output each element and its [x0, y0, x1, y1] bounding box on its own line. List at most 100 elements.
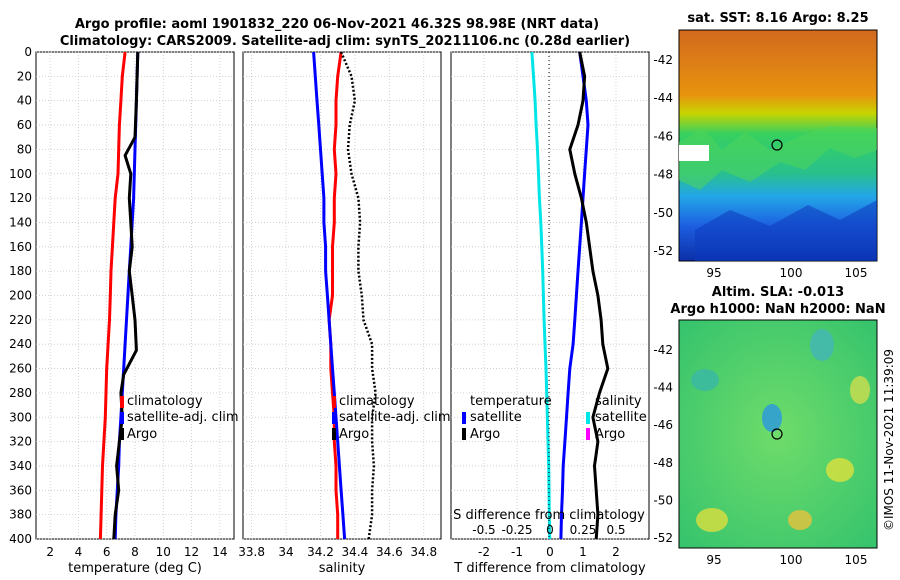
map-latitude-tick-label: -52: [653, 531, 673, 545]
depth-tick-label: 180: [9, 264, 32, 278]
map-longitude-tick-label: 100: [780, 266, 803, 280]
legend-label-s-satellite: satellite: [595, 410, 647, 425]
depth-tick-label: 260: [9, 362, 32, 376]
legend-label-s-argo: Argo: [595, 427, 625, 442]
sla-eddy: [810, 329, 834, 361]
legend-label-argo: Argo: [127, 427, 157, 442]
difference-series-salinity-satellite: [530, 51, 552, 540]
sst-argo-location-marker: [771, 139, 783, 151]
temperature-xtick-label: 4: [75, 545, 83, 559]
temperature-xlabel: temperature (deg C): [68, 561, 202, 576]
sla-eddy: [788, 510, 812, 530]
map-latitude-tick-label: -50: [653, 206, 673, 220]
depth-tick-label: 280: [9, 386, 32, 400]
depth-tick-label: 320: [9, 435, 32, 449]
temperature-xtick-label: 10: [156, 545, 171, 559]
legend-label-satellite: satellite-adj. clim: [339, 410, 451, 425]
difference-legend: temperature salinity satellite Argo sate…: [462, 394, 647, 442]
figure-title-line2: Climatology: CARS2009. Satellite-adj cli…: [60, 34, 630, 49]
grid-layer: [36, 51, 649, 540]
sla-eddy: [691, 369, 719, 391]
difference-salinity-tick-label: 0.25: [570, 523, 597, 537]
legend-swatch-t-argo: [462, 428, 466, 440]
temperature-xtick-label: 2: [46, 545, 54, 559]
sla-eddy: [826, 458, 854, 482]
sla-map-title-line2: Argo h1000: NaN h2000: NaN: [670, 302, 885, 317]
salinity-legend: climatology satellite-adj. clim Argo: [332, 394, 451, 442]
map-latitude-tick-label: -42: [653, 343, 673, 357]
map-latitude-tick-label: -46: [653, 418, 673, 432]
map-longitude-tick-label: 95: [706, 553, 721, 567]
legend-swatch-s-satellite: [586, 412, 590, 424]
temperature-series-argo: [112, 51, 140, 540]
sla-argo-location-marker: [771, 428, 783, 440]
depth-tick-label: 100: [9, 167, 32, 181]
imos-credit: ©IMOS 11-Nov-2021 11:39:09: [882, 349, 896, 531]
legend-swatch-argo: [120, 428, 124, 440]
map-latitude-tick-label: -50: [653, 493, 673, 507]
legend-label-t-satellite: satellite: [470, 410, 522, 425]
sst-map-ticks: -42 -44 -46 -48 -50 -52 95 100 105: [653, 53, 867, 280]
difference-xtick-label: 2: [612, 545, 620, 559]
depth-tick-label: 340: [9, 459, 32, 473]
salinity-series-satellite-adj-clim: [312, 51, 347, 540]
sla-eddy: [762, 404, 782, 432]
difference-salinity-tick-label: 0.5: [606, 523, 625, 537]
tick-layer: 2 4 6 8 10 12 14 33.8 34 34.2 34.4 34.6 34.8 -2 -1 0 1 2-…: [9, 45, 625, 559]
legend-label-t-argo: Argo: [470, 427, 500, 442]
legend-label-satellite: satellite-adj. clim: [127, 410, 239, 425]
salinity-xtick-label: 33.8: [238, 545, 265, 559]
difference-salinity-tick-label: -0.25: [501, 523, 532, 537]
figure-title-line1: Argo profile: aoml 1901832_220 06-Nov-20…: [75, 17, 599, 32]
temperature-xtick-label: 14: [212, 545, 227, 559]
difference-xtick-label: -1: [511, 545, 523, 559]
legend-swatch-satellite: [332, 412, 336, 424]
depth-tick-label: 160: [9, 240, 32, 254]
salinity-series-climatology: [327, 51, 343, 539]
depth-tick-label: 0: [24, 45, 32, 59]
temperature-series-climatology: [98, 51, 127, 540]
map-latitude-tick-label: -52: [653, 244, 673, 258]
legend-label-climatology: climatology: [339, 394, 415, 409]
map-latitude-tick-label: -44: [653, 381, 673, 395]
difference-xlabel-top: S difference from climatology: [453, 508, 645, 523]
legend-swatch-climatology: [332, 396, 336, 408]
depth-tick-label: 380: [9, 508, 32, 522]
map-longitude-tick-label: 100: [780, 553, 803, 567]
legend-swatch-t-satellite: [462, 412, 466, 424]
depth-tick-label: 20: [17, 69, 32, 83]
map-latitude-tick-label: -48: [653, 168, 673, 182]
depth-tick-label: 80: [17, 142, 32, 156]
legend-label-argo: Argo: [339, 427, 369, 442]
depth-tick-label: 120: [9, 191, 32, 205]
temperature-xtick-label: 8: [131, 545, 139, 559]
depth-tick-label: 200: [9, 289, 32, 303]
sla-map-title-line1: Altim. SLA: -0.013: [712, 285, 844, 300]
map-longitude-tick-label: 105: [845, 553, 868, 567]
depth-tick-label: 220: [9, 313, 32, 327]
difference-xtick-label: 1: [579, 545, 587, 559]
depth-tick-label: 400: [9, 532, 32, 546]
legend-label-climatology: climatology: [127, 394, 203, 409]
legend-swatch-s-argo: [586, 428, 590, 440]
difference-salinity-tick-label: -0.5: [472, 523, 495, 537]
difference-salinity-tick-label: 0: [546, 523, 554, 537]
salinity-xtick-label: 34.6: [376, 545, 403, 559]
series-layer: [98, 51, 610, 540]
salinity-xtick-label: 34.2: [307, 545, 334, 559]
depth-tick-label: 60: [17, 118, 32, 132]
depth-tick-label: 240: [9, 337, 32, 351]
salinity-xtick-label: 34.4: [342, 545, 369, 559]
depth-tick-label: 140: [9, 215, 32, 229]
temperature-xtick-label: 12: [184, 545, 199, 559]
legend-swatch-argo: [332, 428, 336, 440]
difference-xlabel: T difference from climatology: [453, 561, 646, 576]
legend-swatch-satellite: [120, 412, 124, 424]
sla-map-ticks: -42 -44 -46 -48 -50 -52 95 100 105: [653, 343, 867, 567]
sst-missing-data: [679, 145, 709, 161]
map-latitude-tick-label: -44: [653, 91, 673, 105]
legend-title-salinity: salinity: [595, 394, 642, 409]
map-latitude-tick-label: -48: [653, 456, 673, 470]
salinity-xtick-label: 34: [278, 545, 293, 559]
